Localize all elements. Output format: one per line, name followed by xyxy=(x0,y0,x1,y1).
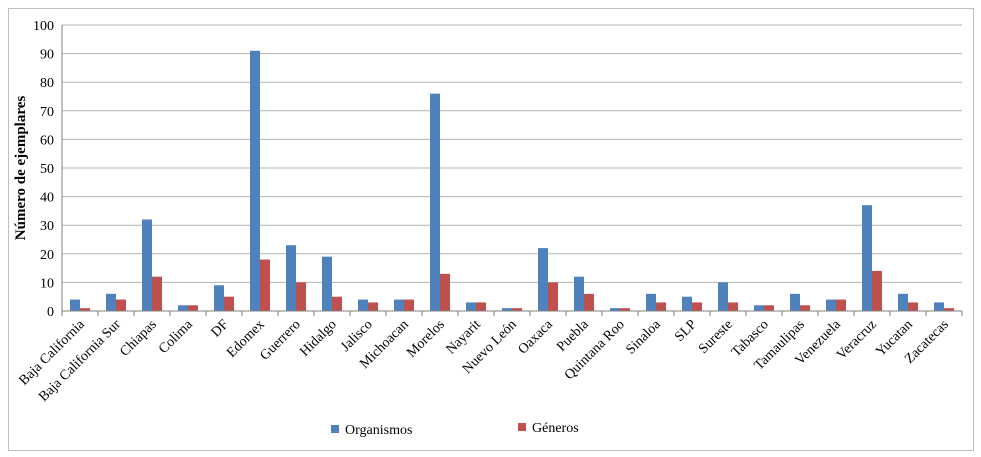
bar-generos xyxy=(512,308,522,311)
bar-organismos xyxy=(646,293,656,311)
bar-generos xyxy=(872,270,882,311)
x-tick-label: Chiapas xyxy=(117,317,160,360)
bar-generos xyxy=(116,299,126,311)
bar-generos xyxy=(224,296,234,311)
bar-organismos xyxy=(286,245,296,311)
x-tick-label: Oaxaca xyxy=(516,317,557,358)
x-tick-label: Colima xyxy=(156,317,196,357)
bar-organismos xyxy=(178,305,188,311)
x-tick-label: SLP xyxy=(672,317,700,345)
bar-organismos xyxy=(214,285,224,311)
bar-organismos xyxy=(538,248,548,311)
x-tick-label: Hidalgo xyxy=(297,317,340,360)
y-tick-label: 30 xyxy=(40,219,54,234)
bar-generos xyxy=(440,273,450,311)
bar-organismos xyxy=(70,299,80,311)
x-tick-label: Guerrero xyxy=(257,317,303,363)
bar-organismos xyxy=(790,293,800,311)
bars xyxy=(70,50,954,312)
bar-organismos xyxy=(934,302,944,311)
bar-organismos xyxy=(502,308,512,311)
legend-swatch-organismos xyxy=(331,425,339,433)
bar-organismos xyxy=(250,50,260,312)
bar-generos xyxy=(548,282,558,311)
bar-generos xyxy=(476,302,486,311)
bar-generos xyxy=(836,299,846,311)
legend-swatch-generos xyxy=(518,423,526,431)
y-tick-labels: 0 10 20 30 40 50 60 70 80 90 100 xyxy=(33,19,54,320)
y-tick-label: 0 xyxy=(47,305,54,320)
bar-generos xyxy=(296,282,306,311)
legend-label-generos: Géneros xyxy=(532,421,579,436)
bar-generos xyxy=(80,308,90,311)
legend-label-organismos: Organismos xyxy=(345,423,412,438)
bar-organismos xyxy=(358,299,368,311)
bar-generos xyxy=(584,293,594,311)
y-axis-label: Número de ejemplares xyxy=(13,96,29,241)
bar-generos xyxy=(332,296,342,311)
y-tick-label: 90 xyxy=(40,48,54,63)
bar-generos xyxy=(188,305,198,311)
bar-generos xyxy=(656,302,666,311)
x-tick-label: Veracruz xyxy=(834,317,880,363)
bar-organismos xyxy=(862,205,872,311)
bar-organismos xyxy=(322,256,332,311)
x-tick-label: Sinaloa xyxy=(624,317,665,358)
y-tick-label: 10 xyxy=(40,276,54,291)
y-tick-label: 80 xyxy=(40,76,54,91)
bar-generos xyxy=(908,302,918,311)
y-tick-label: 70 xyxy=(40,105,54,120)
y-tick-label: 100 xyxy=(33,19,54,34)
x-tick-label: Morelos xyxy=(404,317,448,361)
bar-generos xyxy=(800,305,810,311)
axes xyxy=(61,25,963,316)
bar-organismos xyxy=(718,282,728,311)
legend: Organismos Géneros xyxy=(331,421,579,438)
bar-organismos xyxy=(430,93,440,311)
bar-organismos xyxy=(394,299,404,311)
bar-organismos xyxy=(682,296,692,311)
bar-generos xyxy=(692,302,702,311)
bar-generos xyxy=(764,305,774,311)
bar-generos xyxy=(368,302,378,311)
bar-generos xyxy=(728,302,738,311)
bar-organismos xyxy=(826,299,836,311)
bar-organismos xyxy=(142,219,152,311)
bar-generos xyxy=(404,299,414,311)
bar-generos xyxy=(260,259,270,311)
bar-generos xyxy=(152,276,162,311)
bar-organismos xyxy=(466,302,476,311)
bar-organismos xyxy=(754,305,764,311)
bar-organismos xyxy=(106,293,116,311)
bar-organismos xyxy=(898,293,908,311)
y-tick-label: 60 xyxy=(40,133,54,148)
y-tick-label: 40 xyxy=(40,191,54,206)
x-tick-label: DF xyxy=(209,317,232,340)
bar-generos xyxy=(944,308,954,311)
bar-generos xyxy=(620,308,630,311)
bar-organismos xyxy=(610,308,620,311)
y-tick-label: 50 xyxy=(40,162,54,177)
y-tick-label: 20 xyxy=(40,248,54,263)
gridlines xyxy=(62,24,962,283)
bar-organismos xyxy=(574,276,584,311)
